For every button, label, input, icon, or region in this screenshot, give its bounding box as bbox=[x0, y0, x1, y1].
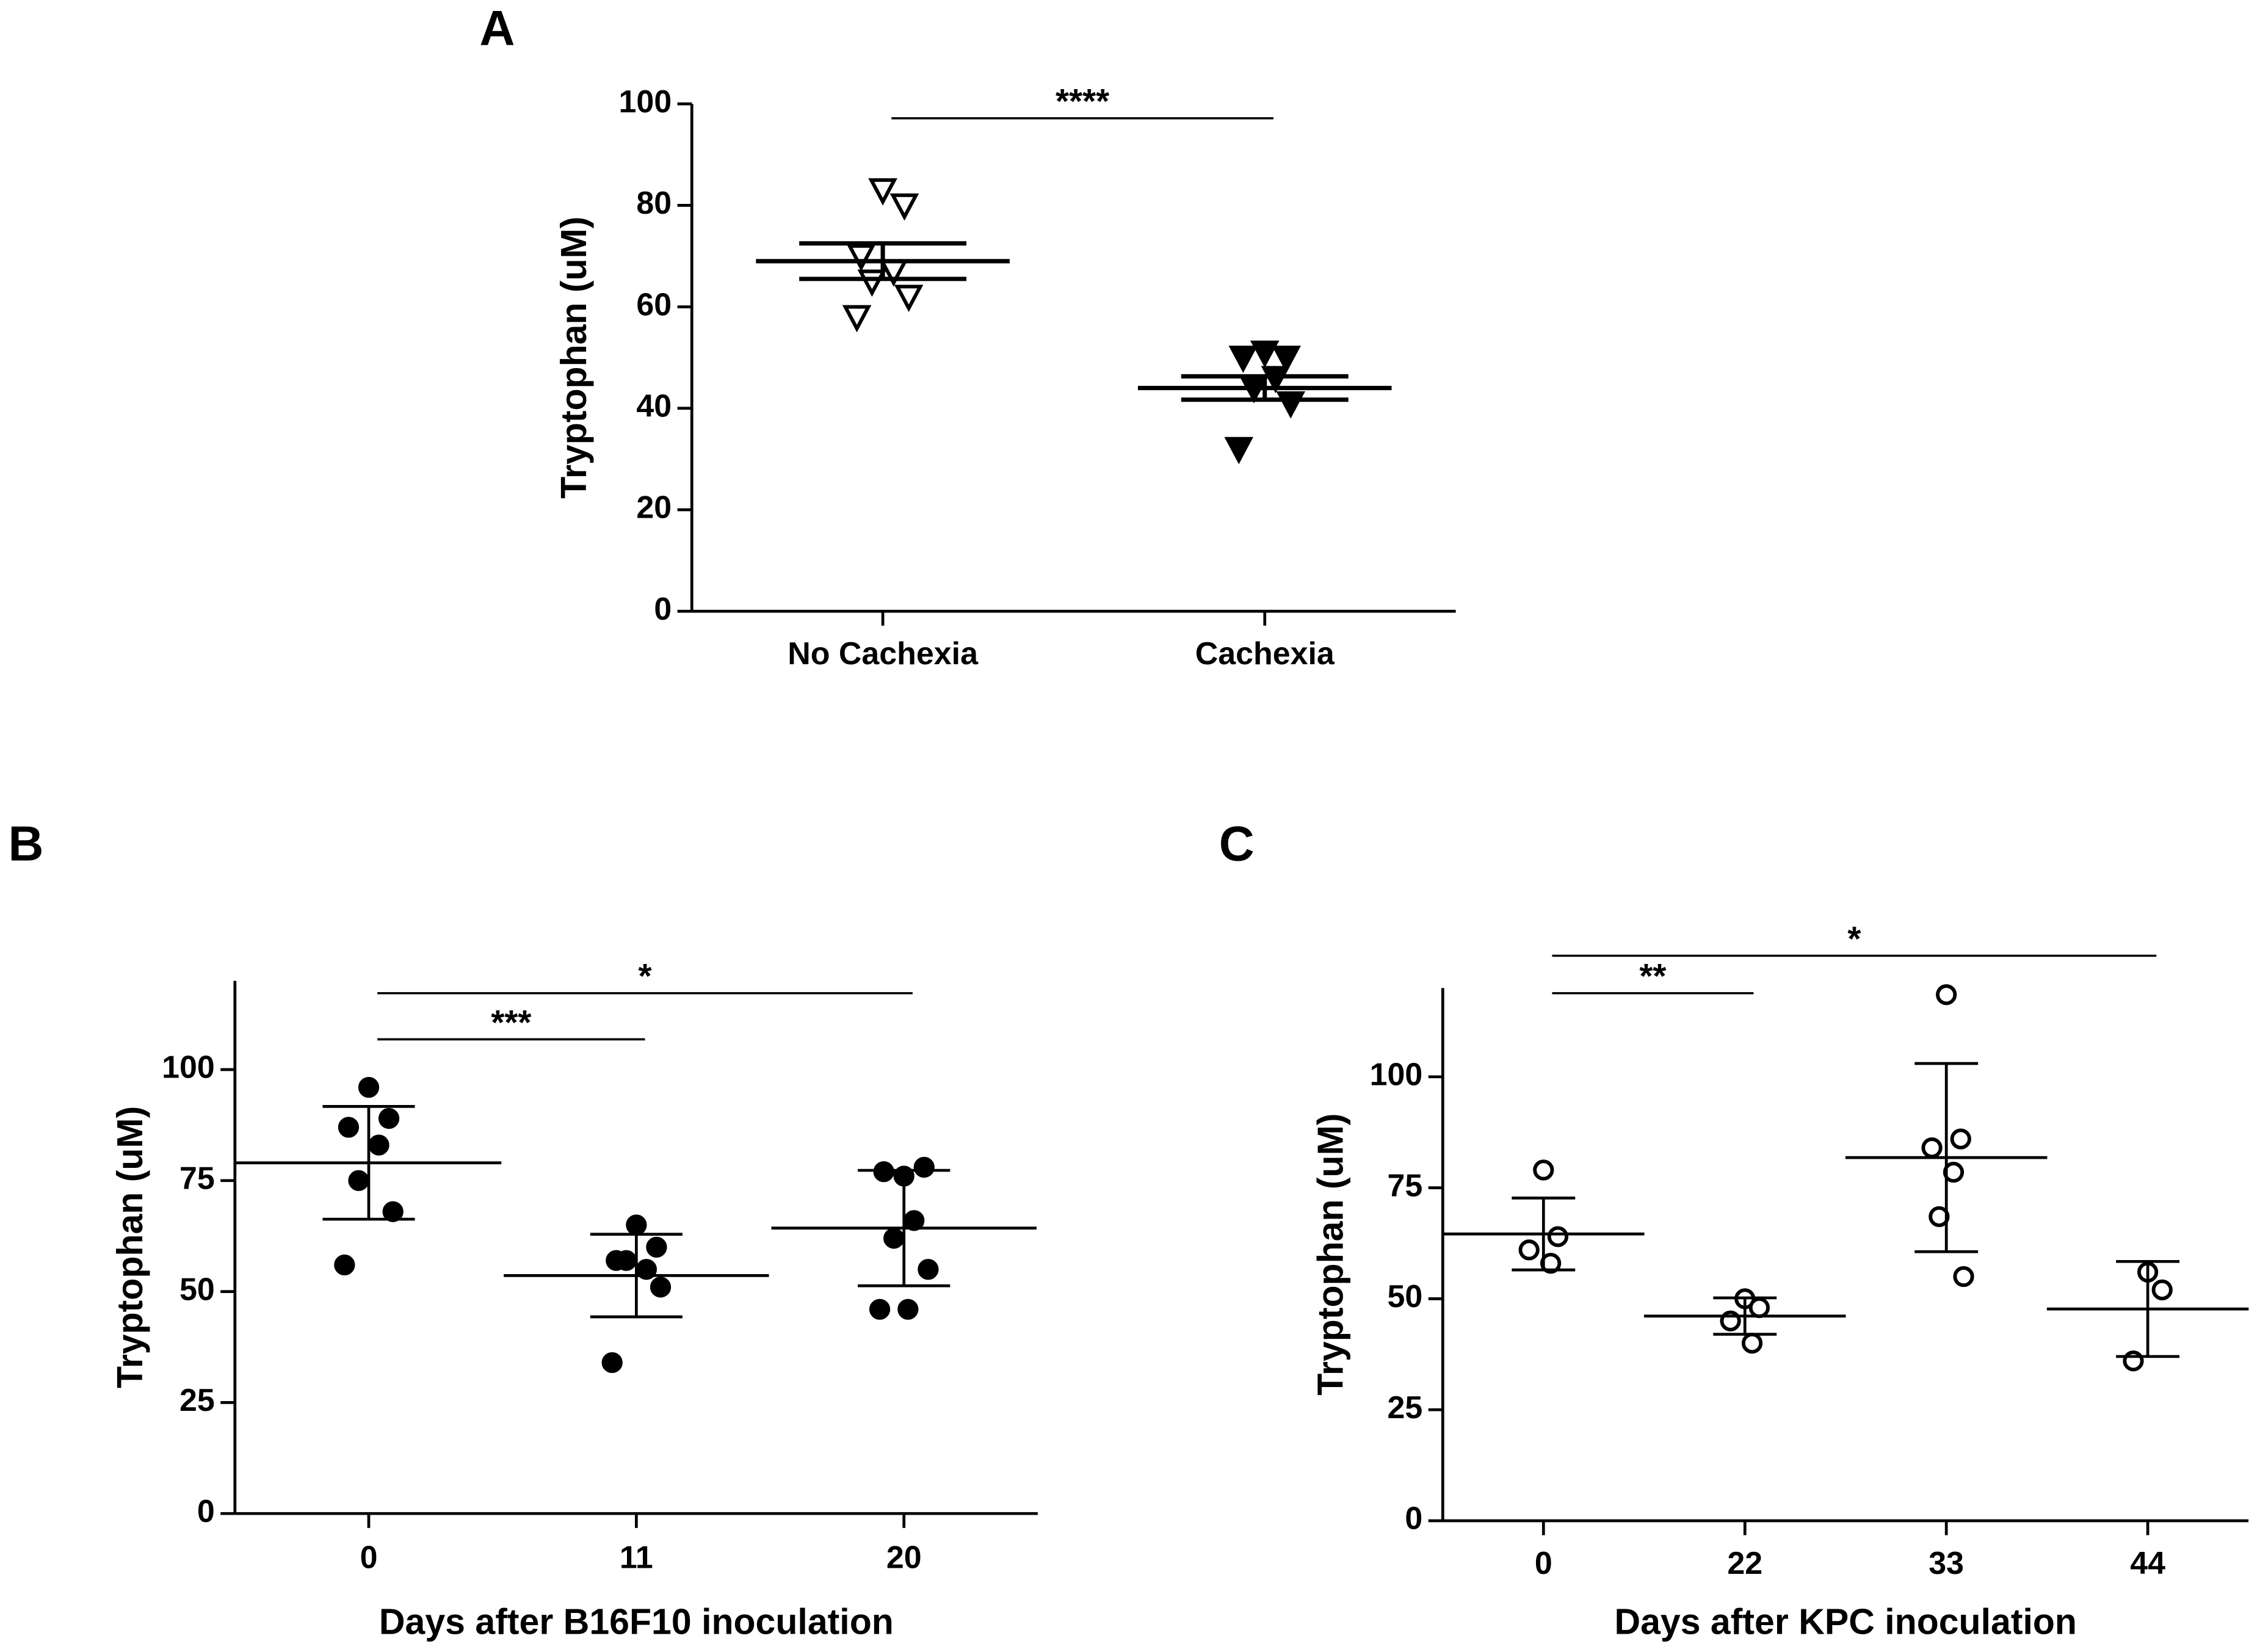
data-point bbox=[1250, 340, 1280, 368]
y-tick-label: 40 bbox=[636, 389, 672, 424]
data-point bbox=[382, 1201, 404, 1222]
data-point bbox=[1261, 366, 1291, 394]
data-point bbox=[1950, 1128, 1971, 1150]
x-tick-label: Cachexia bbox=[1195, 636, 1335, 672]
y-tick-label: 25 bbox=[179, 1383, 215, 1418]
y-tick-label: 60 bbox=[636, 287, 672, 322]
data-point bbox=[889, 193, 919, 221]
data-point bbox=[626, 1214, 647, 1236]
x-tick-label: 0 bbox=[1535, 1546, 1552, 1581]
data-point bbox=[368, 1134, 389, 1156]
data-point bbox=[1272, 346, 1301, 373]
y-tick-label: 25 bbox=[1387, 1390, 1422, 1426]
panel-2: C 0 25 50 75 100 Tryptophan (uM) Days after KPC… bbox=[1219, 817, 2249, 1642]
y-tick-label: 0 bbox=[1405, 1501, 1422, 1537]
y-tick-label: 80 bbox=[636, 186, 672, 221]
data-point bbox=[1228, 346, 1258, 373]
panel-label: A bbox=[480, 1, 515, 56]
data-point bbox=[1921, 1137, 1943, 1159]
x-tick-label: 0 bbox=[360, 1540, 378, 1575]
x-axis-label: Days after B16F10 inoculation bbox=[379, 1602, 894, 1642]
data-point bbox=[2123, 1350, 2144, 1372]
data-point bbox=[883, 1228, 905, 1249]
y-tick-label: 75 bbox=[1387, 1168, 1422, 1203]
y-tick-label: 75 bbox=[179, 1161, 215, 1197]
x-tick-label: 33 bbox=[1929, 1546, 1964, 1581]
panel-1: B 0 25 50 75 100 Tryptophan (uM) Days after B16… bbox=[9, 817, 1038, 1642]
data-point bbox=[869, 1299, 891, 1320]
data-point bbox=[636, 1259, 657, 1280]
data-point bbox=[338, 1117, 360, 1138]
y-tick-label: 100 bbox=[619, 84, 672, 120]
data-point bbox=[1547, 1226, 1569, 1247]
y-tick-label: 100 bbox=[162, 1050, 215, 1085]
data-point bbox=[646, 1236, 667, 1258]
y-axis-label: Tryptophan (uM) bbox=[1310, 1114, 1350, 1396]
data-point bbox=[894, 284, 924, 313]
data-point bbox=[615, 1250, 637, 1271]
y-tick-label: 50 bbox=[179, 1272, 215, 1307]
significance-label: * bbox=[1847, 920, 1861, 958]
data-point bbox=[1936, 984, 1957, 1005]
y-axis-label: Tryptophan (uM) bbox=[110, 1106, 150, 1388]
data-point bbox=[1224, 437, 1254, 465]
x-tick-label: No Cachexia bbox=[788, 636, 979, 672]
y-tick-label: 0 bbox=[197, 1494, 215, 1529]
significance-label: **** bbox=[1056, 82, 1109, 121]
significance-label: * bbox=[639, 957, 652, 996]
y-tick-label: 20 bbox=[636, 490, 672, 526]
significance-label: ** bbox=[1639, 957, 1666, 996]
data-point bbox=[601, 1352, 623, 1374]
data-point bbox=[348, 1170, 369, 1191]
data-point bbox=[868, 178, 897, 206]
y-axis-label: Tryptophan (uM) bbox=[554, 217, 594, 499]
x-tick-label: 44 bbox=[2130, 1546, 2165, 1581]
panel-0: A 0 20 40 60 80 100 Tryptophan (uM) No Cachexia C… bbox=[480, 1, 1456, 672]
data-point bbox=[913, 1156, 935, 1178]
y-tick-label: 0 bbox=[654, 592, 672, 627]
x-tick-label: 20 bbox=[886, 1540, 922, 1575]
data-point bbox=[1953, 1266, 1974, 1288]
y-tick-label: 100 bbox=[1370, 1057, 1423, 1093]
y-tick-label: 50 bbox=[1387, 1279, 1422, 1314]
data-point bbox=[334, 1254, 355, 1276]
data-point bbox=[2151, 1279, 2173, 1300]
data-point bbox=[1741, 1332, 1763, 1354]
significance-label: *** bbox=[491, 1004, 531, 1042]
data-point bbox=[1748, 1297, 1770, 1319]
data-point bbox=[1533, 1159, 1554, 1181]
data-point bbox=[842, 305, 872, 333]
panel-label: C bbox=[1219, 817, 1255, 872]
data-point bbox=[650, 1277, 672, 1298]
data-point bbox=[378, 1107, 400, 1129]
x-tick-label: 11 bbox=[620, 1540, 653, 1575]
x-tick-label: 22 bbox=[1727, 1546, 1762, 1581]
x-axis-label: Days after KPC inoculation bbox=[1614, 1602, 2077, 1642]
data-point bbox=[1518, 1239, 1540, 1261]
data-point bbox=[918, 1259, 939, 1280]
panel-label: B bbox=[9, 817, 44, 872]
data-point bbox=[904, 1210, 925, 1231]
data-point bbox=[358, 1076, 380, 1098]
data-point bbox=[846, 244, 876, 272]
data-point bbox=[897, 1299, 919, 1320]
data-point bbox=[857, 269, 887, 297]
data-point bbox=[1276, 391, 1306, 419]
